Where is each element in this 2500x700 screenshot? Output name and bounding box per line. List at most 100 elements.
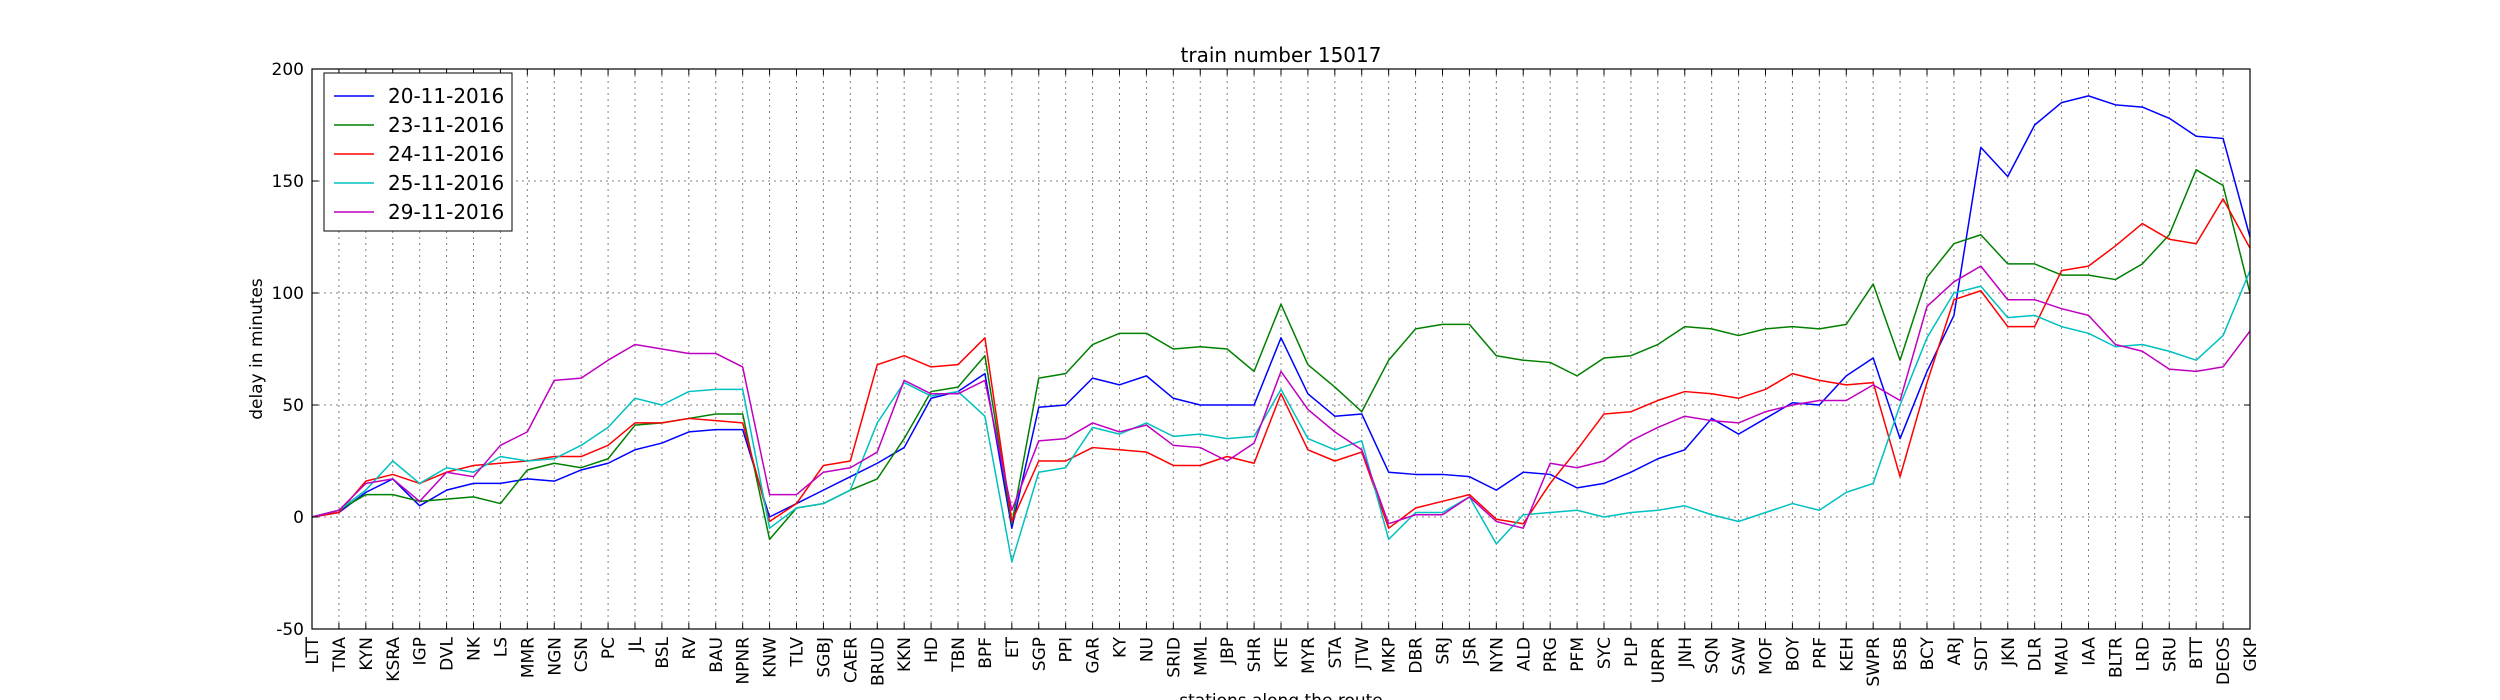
x-tick-label: DVL — [438, 636, 458, 670]
x-tick-label: SYC — [1595, 637, 1615, 669]
x-tick-label: SDT — [1972, 636, 1992, 671]
legend-box — [323, 72, 513, 232]
legend-label: 23-11-2016 — [388, 113, 504, 137]
x-tick-label: NYN — [1487, 637, 1507, 673]
x-tick-label: SQN — [1703, 637, 1723, 674]
x-tick-label: BTT — [2187, 636, 2207, 669]
y-tick-label: 0 — [293, 508, 304, 528]
x-tick-label: PPI — [1057, 637, 1077, 663]
x-tick-label: MKP — [1380, 637, 1400, 673]
x-tick-label: BRUD — [868, 637, 888, 686]
legend-label: 24-11-2016 — [388, 142, 504, 166]
x-tick-label: JTW — [1353, 637, 1373, 670]
y-tick-labels: -50 0 50 100 150 200 — [272, 60, 304, 640]
x-tick-label: NK — [465, 636, 485, 661]
axis-ticks — [311, 68, 2251, 630]
x-tick-label: NU — [1137, 637, 1157, 662]
x-tick-label: GKP — [2241, 637, 2261, 672]
plot-area — [312, 69, 2250, 629]
x-tick-label: SRJ — [1434, 637, 1454, 665]
x-tick-label: PRF — [1810, 637, 1830, 669]
x-tick-label: MML — [1191, 636, 1211, 675]
x-tick-label: SGBJ — [814, 637, 834, 678]
x-tick-label: KYN — [357, 637, 377, 671]
x-tick-label: JKN — [1999, 637, 2019, 667]
legend-label: 20-11-2016 — [388, 84, 504, 108]
x-tick-label: BOY — [1783, 636, 1803, 671]
x-tick-label: MMR — [518, 637, 538, 678]
x-tick-label: IAA — [2080, 637, 2100, 666]
series-line-20-11-2016 — [311, 95, 2251, 529]
x-tick-label: DLR — [2026, 637, 2046, 672]
x-tick-label: KNW — [761, 637, 781, 678]
x-tick-label: LTT — [303, 636, 323, 664]
x-tick-label: JBP — [1218, 637, 1238, 665]
y-tick-label: 200 — [272, 60, 304, 80]
x-tick-label: ET — [1003, 636, 1023, 658]
x-tick-label: HD — [922, 637, 942, 663]
x-tick-label: SAW — [1730, 637, 1750, 676]
y-tick-label: 100 — [272, 284, 304, 304]
y-tick-label: 150 — [272, 172, 304, 192]
x-axis-title: stations along the route — [1179, 691, 1383, 700]
x-tick-label: BPF — [976, 637, 996, 669]
x-tick-label: PLP — [1622, 637, 1642, 667]
x-tick-label: PC — [599, 637, 619, 659]
x-tick-label: CSN — [572, 637, 592, 672]
x-tick-label: KY — [1111, 636, 1131, 658]
x-tick-label: BAU — [707, 637, 727, 673]
x-tick-label: KSRA — [384, 637, 404, 682]
x-tick-label: PRG — [1541, 637, 1561, 672]
x-tick-label: SWPR — [1864, 637, 1884, 687]
series-line-29-11-2016 — [311, 265, 2251, 529]
x-tick-label: RV — [680, 637, 700, 660]
x-tick-label: MAU — [2053, 637, 2073, 676]
x-tick-label: BSL — [653, 636, 673, 668]
x-tick-label: LS — [491, 637, 511, 657]
x-tick-label: KKN — [895, 637, 915, 672]
x-tick-label: SRID — [1164, 637, 1184, 678]
x-tick-label: TLV — [788, 637, 808, 668]
x-tick-label: URPR — [1649, 637, 1669, 684]
x-tick-label: STA — [1326, 637, 1346, 669]
grid-lines — [312, 69, 2250, 629]
x-tick-label: PFM — [1568, 637, 1588, 672]
chart-title: train number 15017 — [1181, 43, 1382, 67]
series-line-23-11-2016 — [311, 169, 2251, 541]
series-line-24-11-2016 — [311, 198, 2251, 529]
x-tick-label: JNH — [1676, 637, 1696, 669]
x-tick-label: SRU — [2160, 637, 2180, 672]
y-tick-label: -50 — [276, 620, 304, 640]
x-tick-label: DEOS — [2214, 637, 2234, 685]
x-tick-label: MYR — [1299, 637, 1319, 674]
x-tick-label: TNA — [330, 637, 350, 673]
x-tick-label: JL — [626, 636, 646, 652]
x-tick-labels: LTT TNA KYN KSRA IGP DVL NK LS MMR NGN CSN PC JL BSL R… — [303, 636, 2261, 687]
series-line-25-11-2016 — [311, 270, 2251, 563]
x-tick-label: DBR — [1407, 637, 1427, 674]
x-tick-label: BLTR — [2106, 637, 2126, 678]
legend: 20-11-2016 23-11-2016 24-11-2016 25-11-2016… — [323, 72, 513, 232]
x-tick-label: ALD — [1514, 637, 1534, 671]
x-tick-label: SHR — [1245, 637, 1265, 673]
y-tick-label: 50 — [282, 396, 304, 416]
x-tick-label: KTE — [1272, 637, 1292, 668]
x-tick-label: JSR — [1460, 637, 1480, 666]
series-lines — [311, 95, 2251, 563]
x-tick-label: LRD — [2133, 637, 2153, 671]
legend-label: 29-11-2016 — [388, 200, 504, 224]
legend-label: 25-11-2016 — [388, 171, 504, 195]
x-tick-label: KEH — [1837, 637, 1857, 672]
x-tick-label: NGN — [545, 637, 565, 676]
x-tick-label: SGP — [1030, 637, 1050, 671]
x-tick-label: BSB — [1891, 637, 1911, 671]
x-tick-label: ARJ — [1945, 637, 1965, 665]
y-axis-title: delay in minutes — [247, 278, 267, 420]
x-tick-label: TBN — [949, 637, 969, 673]
x-tick-label: MOF — [1757, 637, 1777, 675]
x-tick-label: NPNR — [734, 637, 754, 685]
x-tick-label: IGP — [411, 637, 431, 665]
x-tick-label: BCY — [1918, 636, 1938, 670]
x-tick-label: CAER — [841, 637, 861, 683]
